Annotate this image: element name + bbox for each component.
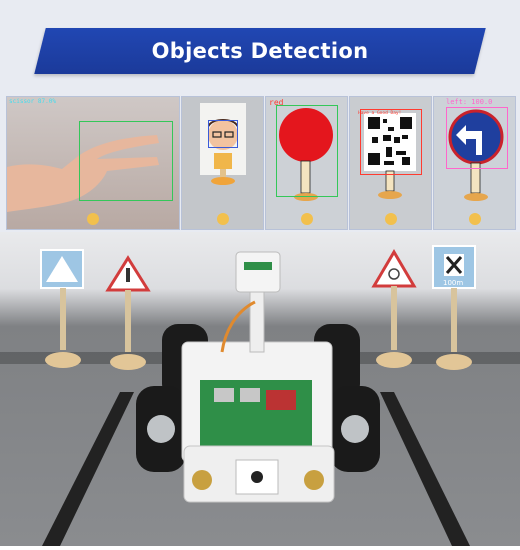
panel-gesture: scissor 87.0% — [6, 96, 180, 230]
pedestrian-sign — [40, 249, 84, 368]
color-label: red — [269, 98, 284, 107]
panel-traffic-sign: left: 100.0 — [433, 96, 516, 230]
panel-indicator-dot — [216, 213, 229, 225]
panel-color: red — [265, 96, 348, 230]
scene-illustration — [0, 245, 520, 546]
qrcode-image — [364, 113, 416, 199]
turn-left-sign-image — [448, 109, 504, 201]
warning-sign-right — [371, 249, 417, 368]
panel-qrcode: Have a Good Day! — [349, 96, 432, 230]
panel-indicator-dot — [384, 213, 397, 225]
sign-bbox — [446, 107, 508, 169]
color-bbox — [276, 105, 338, 197]
gesture-label: scissor 87.0% — [9, 98, 56, 105]
gesture-bbox — [79, 121, 173, 201]
face-bbox — [208, 120, 238, 148]
panel-indicator-dot — [300, 213, 313, 225]
service-sign — [432, 245, 476, 370]
qrcode-bbox — [360, 109, 422, 175]
sign-distance-text: 100m — [443, 279, 464, 287]
panel-face — [181, 96, 264, 230]
robot-car — [136, 251, 380, 503]
panel-indicator-dot — [468, 213, 481, 225]
red-sign-image — [279, 108, 333, 201]
page-title: Objects Detection — [151, 39, 369, 63]
hand-image — [7, 135, 159, 212]
sign-label: left: 100.0 — [446, 98, 493, 106]
robot-scene: 100m — [0, 232, 520, 546]
face-image — [208, 119, 238, 185]
panel-indicator-dot — [87, 213, 99, 225]
traffic-light-sign — [105, 255, 151, 370]
qrcode-label: Have a Good Day! — [358, 111, 402, 116]
